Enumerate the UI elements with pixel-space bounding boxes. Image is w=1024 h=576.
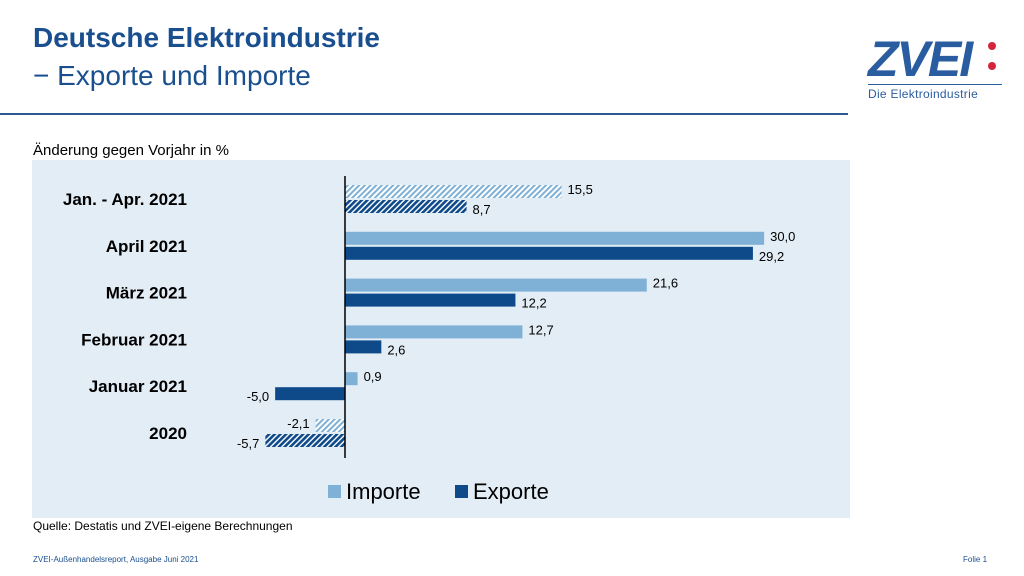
legend-swatch: [328, 485, 341, 498]
data-label: -5,0: [247, 389, 269, 404]
footer-text: ZVEI-Außenhandelsreport, Ausgabe Juni 20…: [33, 555, 199, 564]
data-label: 12,7: [528, 322, 553, 337]
logo-colon-mark: [988, 42, 997, 76]
category-label: Jan. - Apr. 2021: [63, 190, 187, 209]
category-label: 2020: [149, 424, 187, 443]
data-label: 15,5: [568, 182, 593, 197]
export-bar: [345, 293, 516, 307]
export-bar: [275, 387, 345, 401]
legend-swatch: [455, 485, 468, 498]
legend-label: Exporte: [473, 479, 549, 504]
data-label: 21,6: [653, 276, 678, 291]
chart-panel: [32, 160, 850, 518]
data-label: 2,6: [387, 342, 405, 357]
page-subtitle: − Exporte und Importe: [33, 60, 311, 91]
page-title: Deutsche Elektroindustrie: [33, 22, 380, 53]
import-bar: [315, 419, 345, 432]
data-label: 30,0: [770, 229, 795, 244]
header-divider: [0, 113, 848, 115]
zvei-logo: ZVEI: [868, 31, 973, 87]
export-bar: [345, 340, 382, 354]
import-bar: [345, 185, 562, 198]
import-bar: [345, 278, 647, 292]
source-note: Quelle: Destatis und ZVEI-eigene Berechn…: [33, 519, 293, 533]
data-label: 12,2: [521, 296, 546, 311]
data-label: -2,1: [287, 416, 309, 431]
chart-unit-label: Änderung gegen Vorjahr in %: [33, 142, 229, 159]
import-bar: [345, 231, 765, 245]
category-label: Februar 2021: [81, 330, 187, 349]
data-label: 8,7: [473, 202, 491, 217]
logo-divider: [868, 84, 1002, 85]
category-label: Januar 2021: [89, 377, 187, 396]
category-label: März 2021: [106, 284, 187, 303]
export-bar: [345, 200, 467, 213]
export-bar: [345, 246, 753, 260]
legend-label: Importe: [346, 479, 421, 504]
export-bar: [265, 434, 345, 447]
category-label: April 2021: [106, 237, 187, 256]
data-label: 29,2: [759, 249, 784, 264]
data-label: 0,9: [364, 369, 382, 384]
logo-tagline: Die Elektroindustrie: [868, 87, 979, 101]
slide-number: Folie 1: [963, 555, 988, 564]
import-bar: [345, 372, 358, 386]
import-bar: [345, 325, 523, 339]
data-label: -5,7: [237, 436, 259, 451]
